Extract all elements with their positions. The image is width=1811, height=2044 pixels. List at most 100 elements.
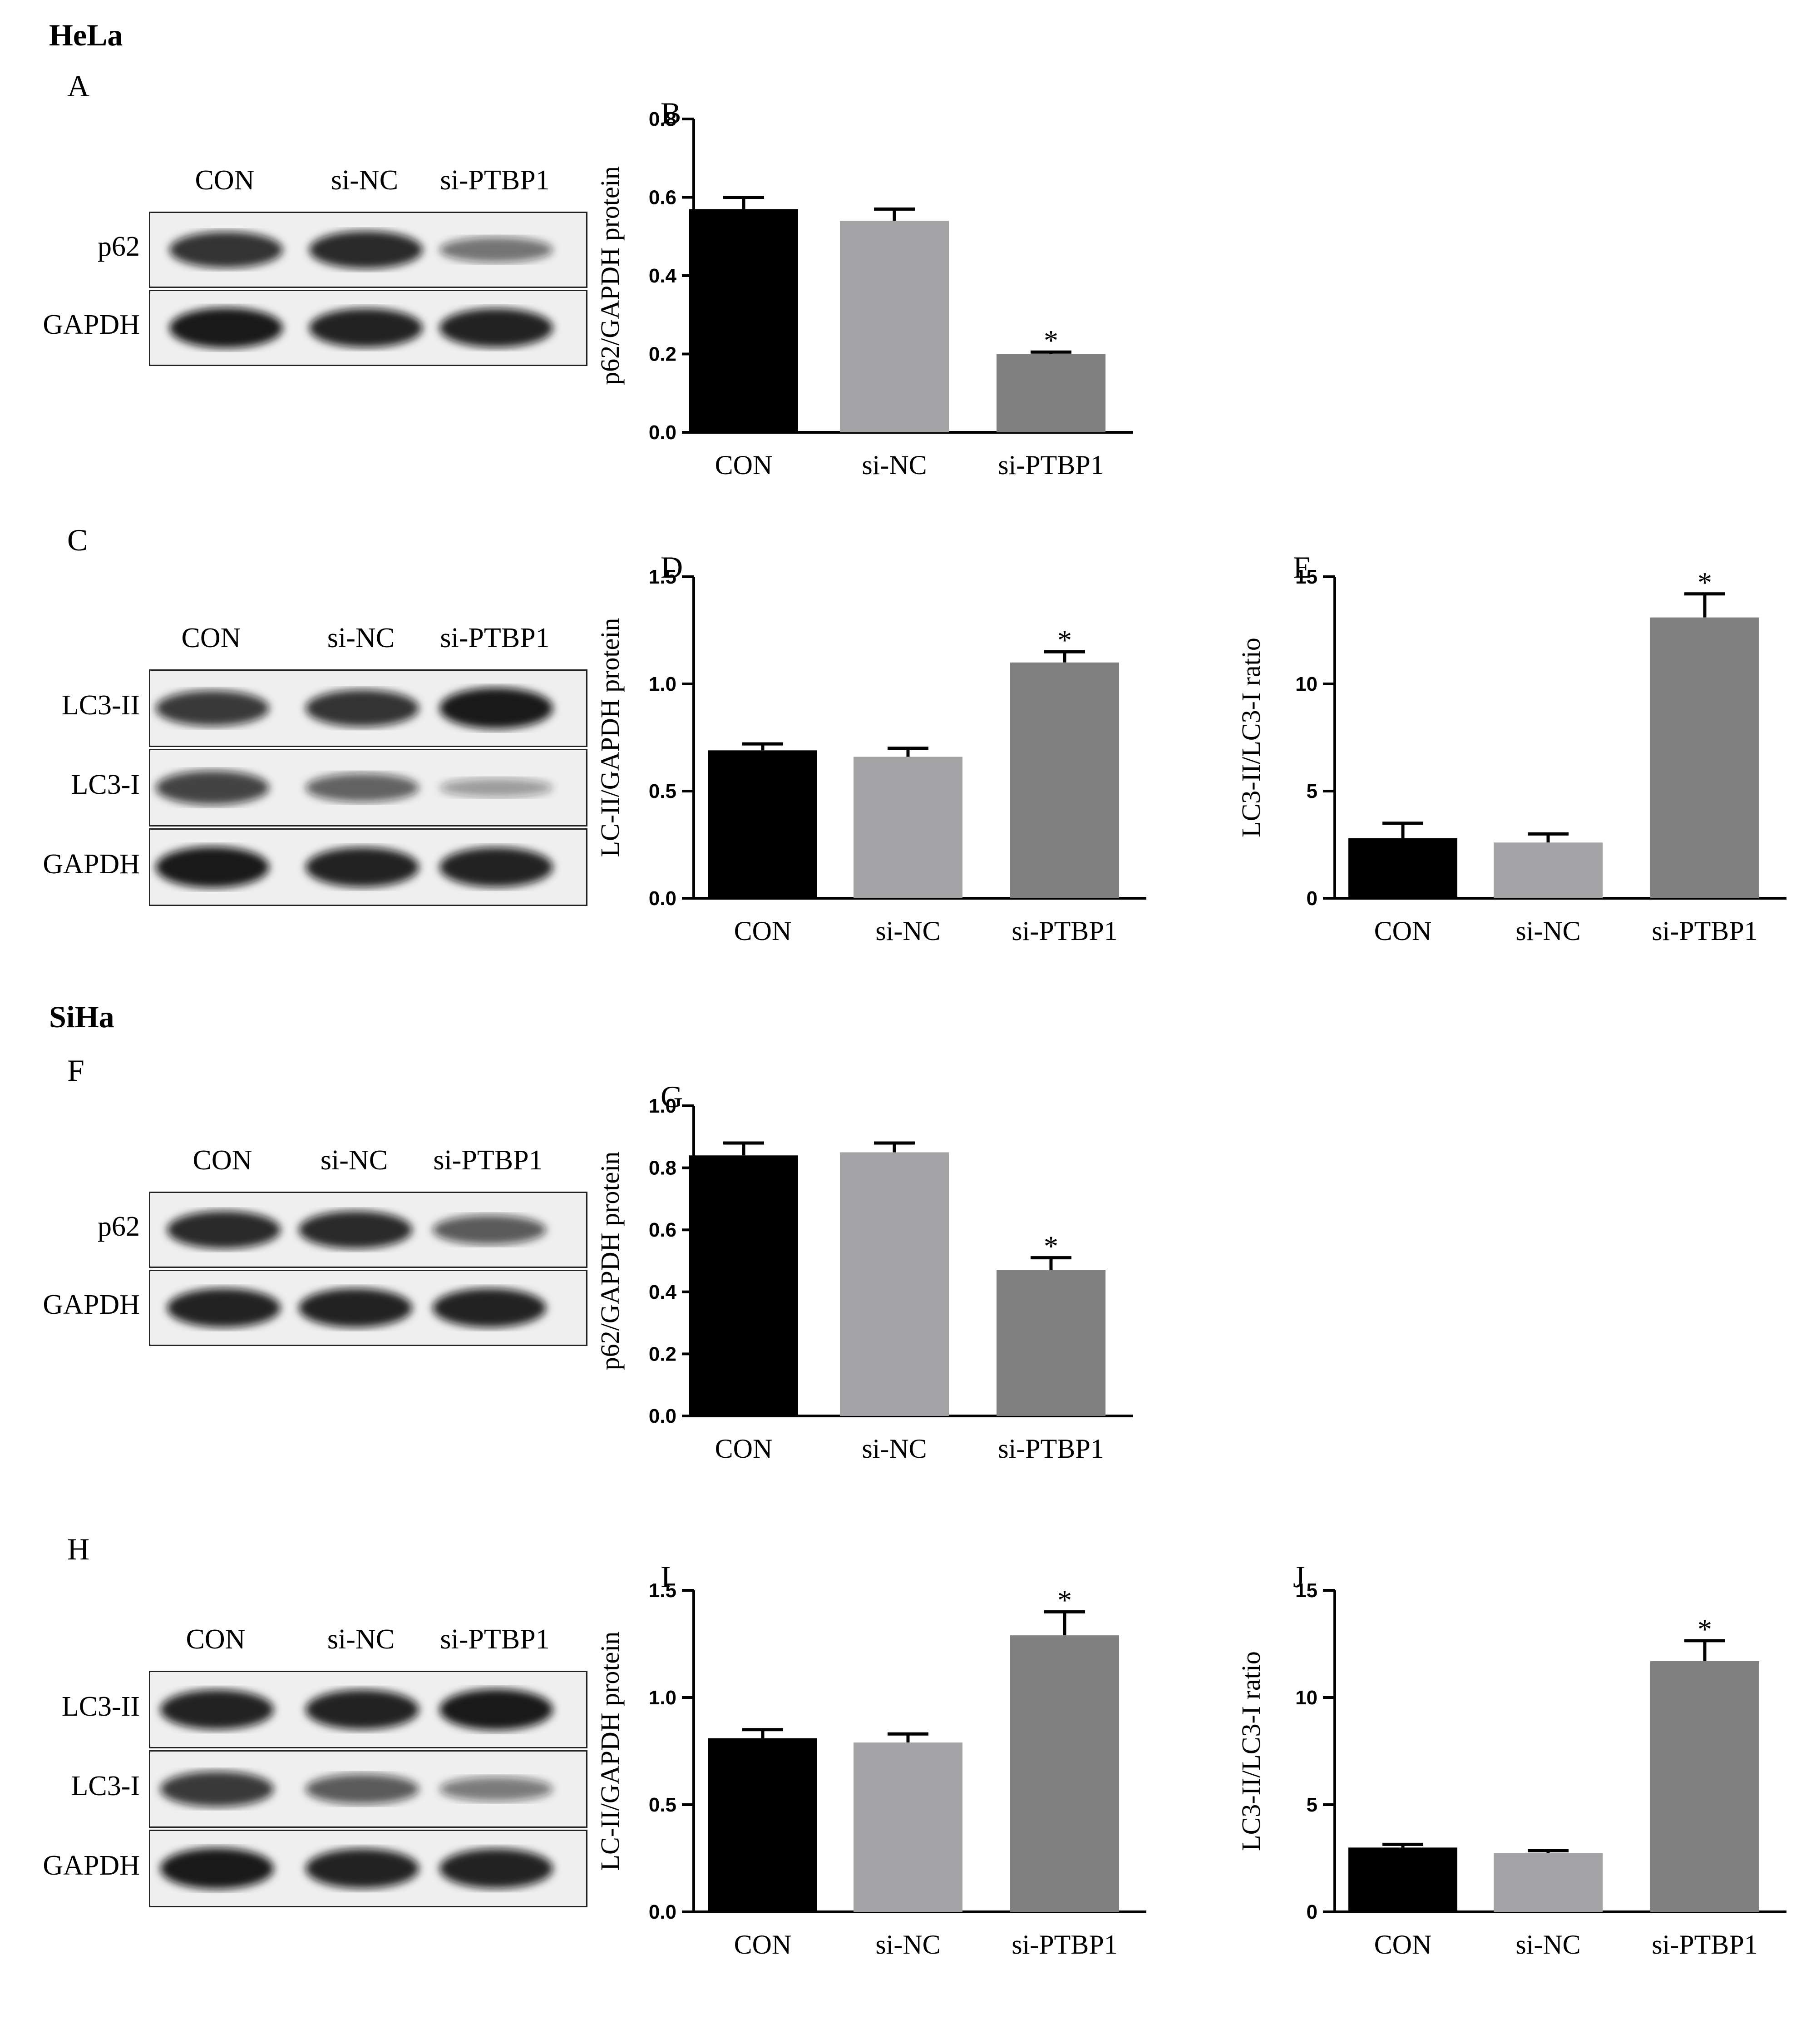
y-tick-label: 1.0 xyxy=(649,1095,676,1117)
y-tick-label: 5 xyxy=(1307,1794,1318,1816)
blot-band xyxy=(439,1777,553,1801)
y-tick-label: 0.2 xyxy=(649,1343,676,1365)
x-tick-label: si-PTBP1 xyxy=(1652,916,1757,946)
lane-label: si-PTBP1 xyxy=(433,1145,543,1176)
blot-band xyxy=(160,1689,274,1730)
bar-si-ptbp1 xyxy=(997,354,1105,432)
bar-si-ptbp1 xyxy=(1010,662,1119,898)
y-tick-label: 10 xyxy=(1295,673,1318,695)
blot-band xyxy=(306,847,419,887)
blot-band xyxy=(439,778,553,797)
y-tick-label: 0.6 xyxy=(649,187,676,209)
lane-label: CON xyxy=(181,623,241,653)
bar-con xyxy=(708,750,817,898)
blot-band xyxy=(309,231,423,269)
y-axis-label: LC3-II/LC3-I ratio xyxy=(1236,1651,1266,1851)
significance-marker: * xyxy=(1044,324,1058,356)
x-tick-label: si-PTBP1 xyxy=(998,1434,1104,1464)
y-tick-label: 0.4 xyxy=(649,1281,677,1303)
blot-strip-gapdh xyxy=(149,828,587,906)
blot-row-label: GAPDH xyxy=(43,309,140,340)
y-tick-label: 0.4 xyxy=(649,265,677,287)
y-tick-label: 10 xyxy=(1295,1687,1318,1709)
blot-strip-gapdh xyxy=(149,1830,587,1907)
significance-marker: * xyxy=(1044,1230,1058,1262)
y-tick-label: 0.5 xyxy=(649,1794,676,1816)
panel-letter-g: G xyxy=(661,1079,683,1114)
blot-strip-gapdh xyxy=(149,1270,587,1346)
y-tick-label: 0 xyxy=(1307,887,1318,910)
lane-label: si-NC xyxy=(327,623,395,653)
y-tick-label: 15 xyxy=(1295,566,1318,588)
panel-letter-b: B xyxy=(661,96,681,130)
blot-band xyxy=(306,1774,419,1804)
blot-row-label: LC3-II xyxy=(61,1691,140,1722)
blot-band xyxy=(306,1689,419,1730)
blot-band xyxy=(439,1689,553,1730)
x-tick-label: CON xyxy=(715,450,773,480)
x-tick-label: si-PTBP1 xyxy=(998,450,1104,480)
x-tick-label: si-NC xyxy=(875,1930,940,1960)
bar-si-nc xyxy=(854,1742,962,1912)
significance-marker: * xyxy=(1057,624,1072,656)
lane-label: CON xyxy=(186,1624,246,1655)
blot-strip-lc3-ii xyxy=(149,1671,587,1748)
x-tick-label: si-NC xyxy=(862,450,927,480)
blot-band xyxy=(167,1211,281,1249)
blot-row-label: LC3-II xyxy=(61,689,140,721)
y-axis-label: LC-II/GAPDH protein xyxy=(595,1632,625,1871)
y-tick-label: 1.0 xyxy=(649,673,676,695)
y-tick-label: 0.8 xyxy=(649,1157,676,1179)
blot-row-label: p62 xyxy=(98,231,140,262)
bar-con xyxy=(1348,838,1457,898)
lane-label: si-PTBP1 xyxy=(440,165,550,196)
bar-si-nc xyxy=(1494,1853,1603,1912)
significance-marker: * xyxy=(1698,1613,1712,1645)
x-tick-label: si-PTBP1 xyxy=(1012,916,1117,946)
blot-band xyxy=(439,847,553,887)
bar-con xyxy=(689,1155,798,1416)
y-axis-label: p62/GAPDH protein xyxy=(595,1152,625,1371)
bar-si-ptbp1 xyxy=(1650,617,1759,898)
blot-row-label: p62 xyxy=(98,1211,140,1242)
blot-strip-gapdh xyxy=(149,290,587,366)
y-tick-label: 0.0 xyxy=(649,421,676,444)
y-tick-label: 0.0 xyxy=(649,1901,676,1923)
bar-si-nc xyxy=(840,221,949,432)
blot-strip-p62 xyxy=(149,1192,587,1268)
panel-letter-c: C xyxy=(67,523,88,557)
y-tick-label: 0.0 xyxy=(649,887,676,910)
blot-band xyxy=(439,237,553,262)
blot-row-label: GAPDH xyxy=(43,848,140,880)
y-tick-label: 1.5 xyxy=(649,566,676,588)
significance-marker: * xyxy=(1057,1584,1072,1616)
blot-band xyxy=(439,688,553,729)
y-tick-label: 0.8 xyxy=(649,108,676,130)
panel-letter-h: H xyxy=(67,1532,90,1566)
blot-band xyxy=(167,1288,281,1328)
y-tick-label: 0.0 xyxy=(649,1405,676,1427)
bar-con xyxy=(1348,1847,1457,1912)
blot-band xyxy=(433,1215,546,1245)
blot-band xyxy=(306,689,419,727)
blot-strip-lc3-i xyxy=(149,1750,587,1828)
blot-strip-lc3-ii xyxy=(149,669,587,747)
x-tick-label: CON xyxy=(1374,916,1432,946)
bar-si-ptbp1 xyxy=(997,1270,1105,1416)
bar-si-nc xyxy=(1494,842,1603,898)
blot-band xyxy=(306,773,419,802)
blot-band xyxy=(299,1288,412,1328)
bar-si-nc xyxy=(854,757,962,898)
y-tick-label: 5 xyxy=(1307,780,1318,802)
panel-letter-i: I xyxy=(661,1559,671,1594)
y-tick-label: 1.0 xyxy=(649,1687,676,1709)
blot-band xyxy=(156,770,269,805)
x-tick-label: si-PTBP1 xyxy=(1652,1930,1757,1960)
blot-row-label: GAPDH xyxy=(43,1850,140,1881)
x-tick-label: si-NC xyxy=(875,916,940,946)
y-tick-label: 0 xyxy=(1307,1901,1318,1923)
bar-si-ptbp1 xyxy=(1650,1661,1759,1912)
lane-label: si-NC xyxy=(327,1624,395,1655)
lane-label: CON xyxy=(195,165,255,196)
